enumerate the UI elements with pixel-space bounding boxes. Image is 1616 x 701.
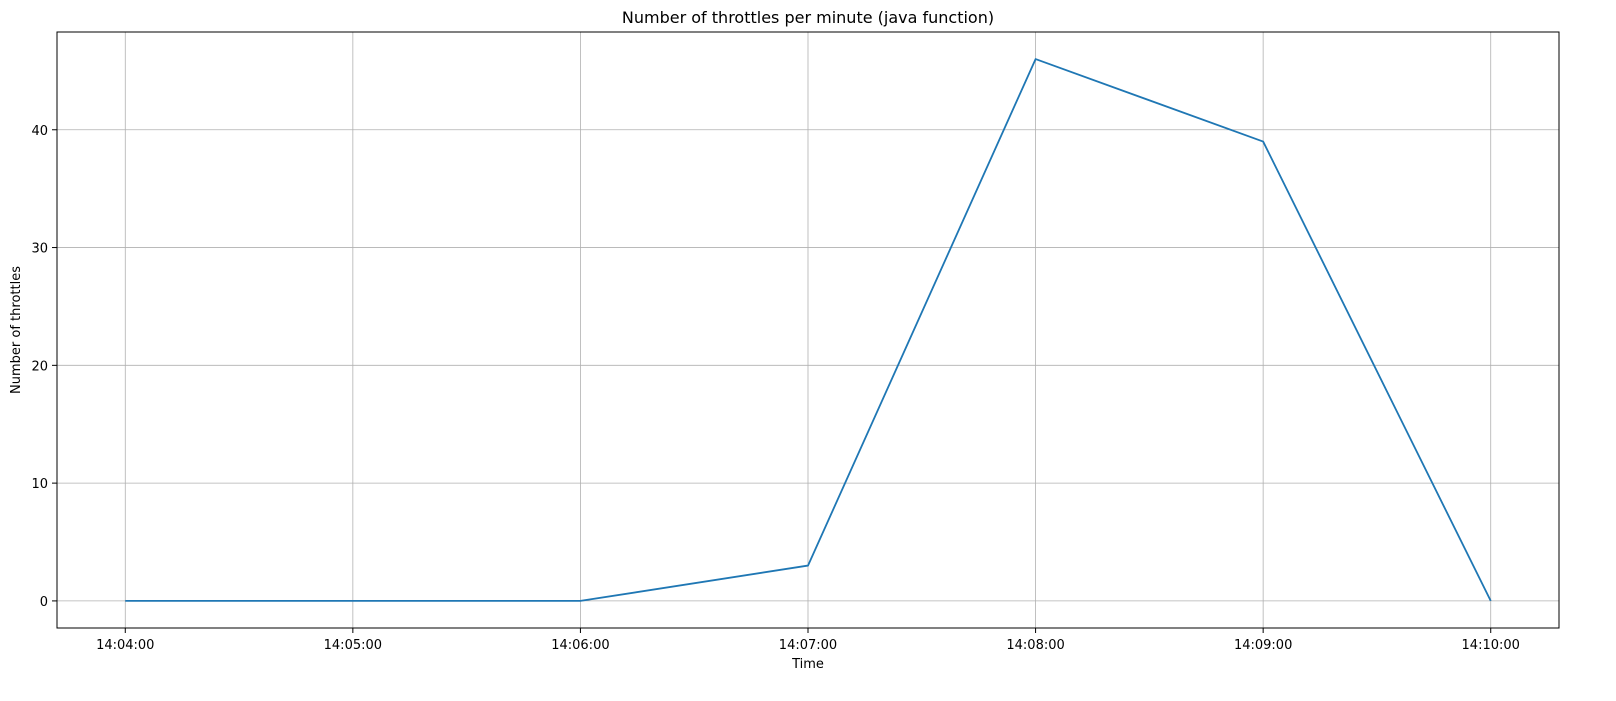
- series-layer: [125, 58, 1492, 602]
- x-axis-label: Time: [791, 657, 824, 672]
- x-tick-label: 14:09:00: [1234, 638, 1292, 653]
- grid: [57, 32, 1559, 628]
- y-axis-label: Number of throttles: [9, 266, 24, 394]
- x-tick-label: 14:04:00: [96, 638, 154, 653]
- y-tick-label: 40: [31, 124, 48, 139]
- y-tick-label: 20: [31, 359, 48, 374]
- chart-title: Number of throttles per minute (java fun…: [622, 8, 994, 27]
- y-tick-label: 30: [31, 242, 48, 257]
- x-tick-label: 14:10:00: [1462, 638, 1520, 653]
- y-tick-label: 10: [31, 477, 48, 492]
- ticks: 14:04:00 14:05:00 14:06:00 14:07:00 14:08:00…: [31, 124, 1519, 653]
- x-tick-label: 14:08:00: [1006, 638, 1064, 653]
- x-tick-label: 14:06:00: [551, 638, 609, 653]
- x-tick-label: 14:07:00: [779, 638, 837, 653]
- y-tick-label: 0: [40, 595, 48, 610]
- x-tick-label: 14:05:00: [324, 638, 382, 653]
